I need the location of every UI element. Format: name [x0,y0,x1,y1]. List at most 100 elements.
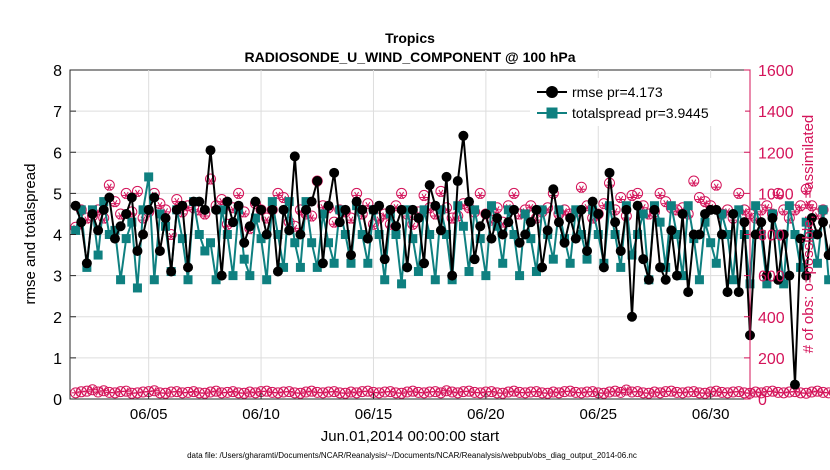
rmse-point [486,233,497,244]
obs-low-assimilated-point [161,389,170,397]
totalspread-point [205,238,215,248]
totalspread-point [267,197,277,207]
asterisk-stroke [511,387,517,395]
totalspread-point [526,234,536,244]
obs-assimilated-point [633,191,642,200]
obs-low-assimilated-point [307,387,316,395]
totalspread-point [419,205,429,215]
rmse-point [250,196,261,207]
rmse-point [610,217,621,228]
totalspread-point [672,230,682,239]
totalspread-point [346,258,356,268]
rmse-point [570,233,581,244]
totalspread-point [678,271,688,281]
obs-possible-point [806,200,818,212]
rmse-point [70,200,81,211]
obs-low-assimilated-point [262,387,271,395]
obs-assimilated-point [577,185,586,193]
asterisk-stroke [174,387,180,396]
axes-layer: 0 1 2 3 4 5 6 7 8 06/05 06/10 06/15 06/20 06/25 06/30 0… [53,63,794,423]
x-tick-label: 06/15 [355,406,393,423]
obs-low-assimilated-point [285,387,294,396]
obs-low-assimilated-point [330,387,339,396]
obs-low-assimilated-point [296,389,305,397]
rmse-point [166,266,177,277]
totalspread-point [436,205,446,215]
rmse-point [671,270,682,281]
rmse-point [441,171,452,182]
totalspread-point [790,230,800,239]
totalspread-point [194,230,204,239]
rmse-point [795,233,806,244]
totalspread-point [723,230,733,239]
obs-low-assimilated-point [82,387,91,395]
asterisk-stroke [798,204,804,212]
obs-assimilated-point [802,187,811,196]
rmse-point [419,258,430,269]
totalspread-point [183,275,193,285]
obs-low-assimilated-point [341,389,350,397]
totalspread-point [228,271,238,281]
totalspread-point [498,258,508,268]
totalspread-point [155,209,165,219]
rmse-point [402,262,413,273]
chart-title: Tropics [385,30,435,46]
obs-low-assimilated-point [436,389,445,397]
obs-low-assimilated-point [802,389,811,397]
asterisk-stroke [106,183,112,191]
totalspread-point [481,271,491,281]
obs-possible-point [795,200,807,212]
rmse-point [374,200,385,211]
rmse-point [576,204,587,215]
totalspread-point [453,201,463,211]
asterisk-stroke [500,389,506,397]
obs-low-assimilated-point [240,389,249,397]
rmse-point [244,221,255,232]
asterisk-stroke [629,193,635,202]
totalspread-point [312,262,322,272]
asterisk-stroke [309,214,315,222]
obs-low-assimilated-point [122,387,131,395]
totalspread-point [818,205,828,215]
obs-low-assimilated-point [757,389,766,397]
asterisk-stroke [399,191,405,200]
rmse-point [497,229,508,240]
asterisk-stroke [736,387,742,396]
rmse-point [716,229,727,240]
y-right-tick-label: 1200 [758,145,794,162]
totalspread-point [127,217,137,227]
x-tick-label: 06/30 [692,406,730,423]
asterisk-stroke [151,387,157,395]
rmse-point [379,254,390,265]
rmse-point [638,254,649,265]
obs-assimilated-point [734,191,743,200]
totalspread-point [149,275,159,285]
asterisk-stroke [168,232,174,241]
rmse-point [773,274,784,285]
totalspread-point [132,283,142,293]
obs-assimilated-point [110,199,119,208]
obs-low-assimilated-point [824,389,830,397]
rmse-point [683,287,694,298]
totalspread-point [728,275,738,285]
y-axis-right-label: # of obs: o=possible; ∗=assimilated [800,115,817,354]
totalspread-point [492,221,502,231]
obs-low-assimilated-point [189,387,198,396]
totalspread-point [402,205,412,215]
totalspread-point [576,230,586,239]
totalspread-point [217,205,227,215]
rmse-point [194,196,205,207]
rmse-point [480,208,491,219]
obs-possible-point [204,173,216,185]
rmse-point [553,217,564,228]
rmse-point [278,204,289,215]
y-right-tick-label: 1400 [758,104,794,121]
y-left-tick-label: 2 [53,310,62,327]
totalspread-point [380,275,390,285]
asterisk-stroke [567,387,573,395]
rmse-point [812,229,823,240]
obs-low-assimilated-point [453,389,462,397]
rmse-point [121,208,132,219]
asterisk-stroke [236,191,242,200]
rmse-point [239,237,250,248]
